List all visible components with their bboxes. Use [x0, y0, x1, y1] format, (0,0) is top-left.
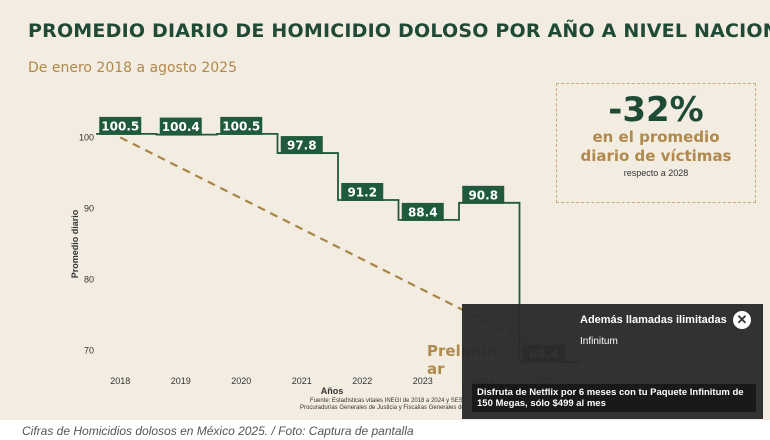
- x-tick-label: 2018: [110, 376, 130, 386]
- y-tick-label: 80: [84, 275, 94, 285]
- data-label: 97.8: [287, 139, 317, 153]
- data-label-box: [99, 116, 142, 135]
- y-tick-label: 70: [84, 346, 94, 356]
- chart-svg: 70 80 90 100 Promedio diario 2018 2019 2020 2021…: [70, 116, 580, 411]
- data-label: 100.5: [222, 119, 260, 133]
- source-line-1: Fuente: Estadísticas vitales INEGI de 20…: [310, 398, 467, 404]
- callout-line-2: diario de víctimas: [580, 147, 732, 165]
- data-label-box: [220, 116, 263, 135]
- y-tick-label: 90: [84, 204, 94, 214]
- data-label-box: [341, 182, 384, 201]
- close-icon[interactable]: ✕: [733, 311, 751, 329]
- image-caption: Cifras de Homicidios dolosos en México 2…: [22, 424, 414, 438]
- data-label: 88.4: [408, 205, 438, 219]
- callout-percent: -32%: [608, 90, 704, 130]
- data-label-box: [401, 202, 444, 221]
- data-label: 100.5: [101, 119, 139, 133]
- y-tick-label: 100: [79, 132, 94, 142]
- data-label-box: [280, 136, 323, 155]
- reduction-callout: -32% en el promedio diario de víctimas r…: [556, 83, 756, 203]
- x-tick-label: 2020: [231, 376, 251, 386]
- data-label: 91.2: [347, 185, 377, 199]
- infographic-slide: PROMEDIO DIARIO DE HOMICIDIO DOLOSO POR …: [0, 0, 770, 420]
- y-axis-title: Promedio diario: [70, 209, 80, 278]
- x-axis-title: Años: [321, 386, 344, 396]
- chart-title: PROMEDIO DIARIO DE HOMICIDIO DOLOSO POR …: [28, 20, 770, 42]
- ad-brand[interactable]: Infinitum: [580, 336, 618, 347]
- callout-line-1: en el promedio: [592, 128, 720, 146]
- data-label: 90.8: [468, 188, 498, 202]
- data-label-box: [159, 117, 202, 136]
- x-tick-label: 2019: [171, 376, 191, 386]
- x-tick-label: 2021: [292, 376, 312, 386]
- ad-overlay[interactable]: Además llamadas ilimitadas ✕ Infinitum D…: [462, 304, 763, 419]
- ad-title[interactable]: Además llamadas ilimitadas: [580, 314, 727, 326]
- source-line-2: Procuradurías Generales de Justicia y Fi…: [300, 405, 465, 411]
- x-tick-label: 2022: [352, 376, 372, 386]
- chart-subtitle: De enero 2018 a agosto 2025: [28, 60, 237, 76]
- x-tick-label: 2023: [413, 376, 433, 386]
- data-label-box: [462, 185, 505, 204]
- data-label: 100.4: [162, 120, 200, 134]
- ad-description[interactable]: Disfruta de Netflix por 6 meses con tu P…: [472, 384, 756, 412]
- callout-line-3: respecto a 2028: [623, 168, 689, 178]
